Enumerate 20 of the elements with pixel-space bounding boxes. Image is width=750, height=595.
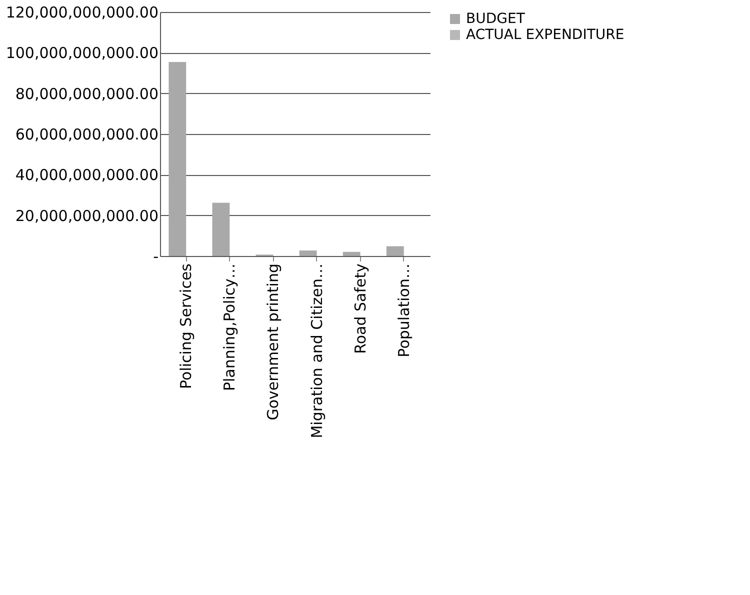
y-tick-label: - [153, 248, 158, 266]
y-tick-label: 20,000,000,000.00 [15, 206, 158, 225]
x-tick-label: Migration and Citizen… [308, 264, 326, 438]
y-tick-label: 60,000,000,000.00 [15, 126, 158, 144]
bar [342, 252, 360, 256]
bar [168, 62, 186, 256]
x-tick-label: Planning,Policy… [220, 264, 239, 392]
bar [299, 250, 317, 256]
x-tick-label: Population… [394, 264, 413, 358]
x-tick-label: Road Safety [351, 263, 370, 354]
x-tick-label: Government printing [264, 264, 282, 420]
x-tick-label: Policing Services [177, 263, 196, 389]
y-tick-label: 80,000,000,000.00 [15, 84, 158, 103]
y-tick-label: 120,000,000,000.00 [6, 4, 158, 22]
legend-label: BUDGET [466, 11, 526, 27]
y-tick-label: 40,000,000,000.00 [15, 166, 158, 184]
legend-label: ACTUAL EXPENDITURE [466, 27, 624, 43]
bar [386, 246, 404, 256]
y-tick-label: 100,000,000,000.00 [6, 44, 158, 62]
bar [212, 202, 230, 256]
